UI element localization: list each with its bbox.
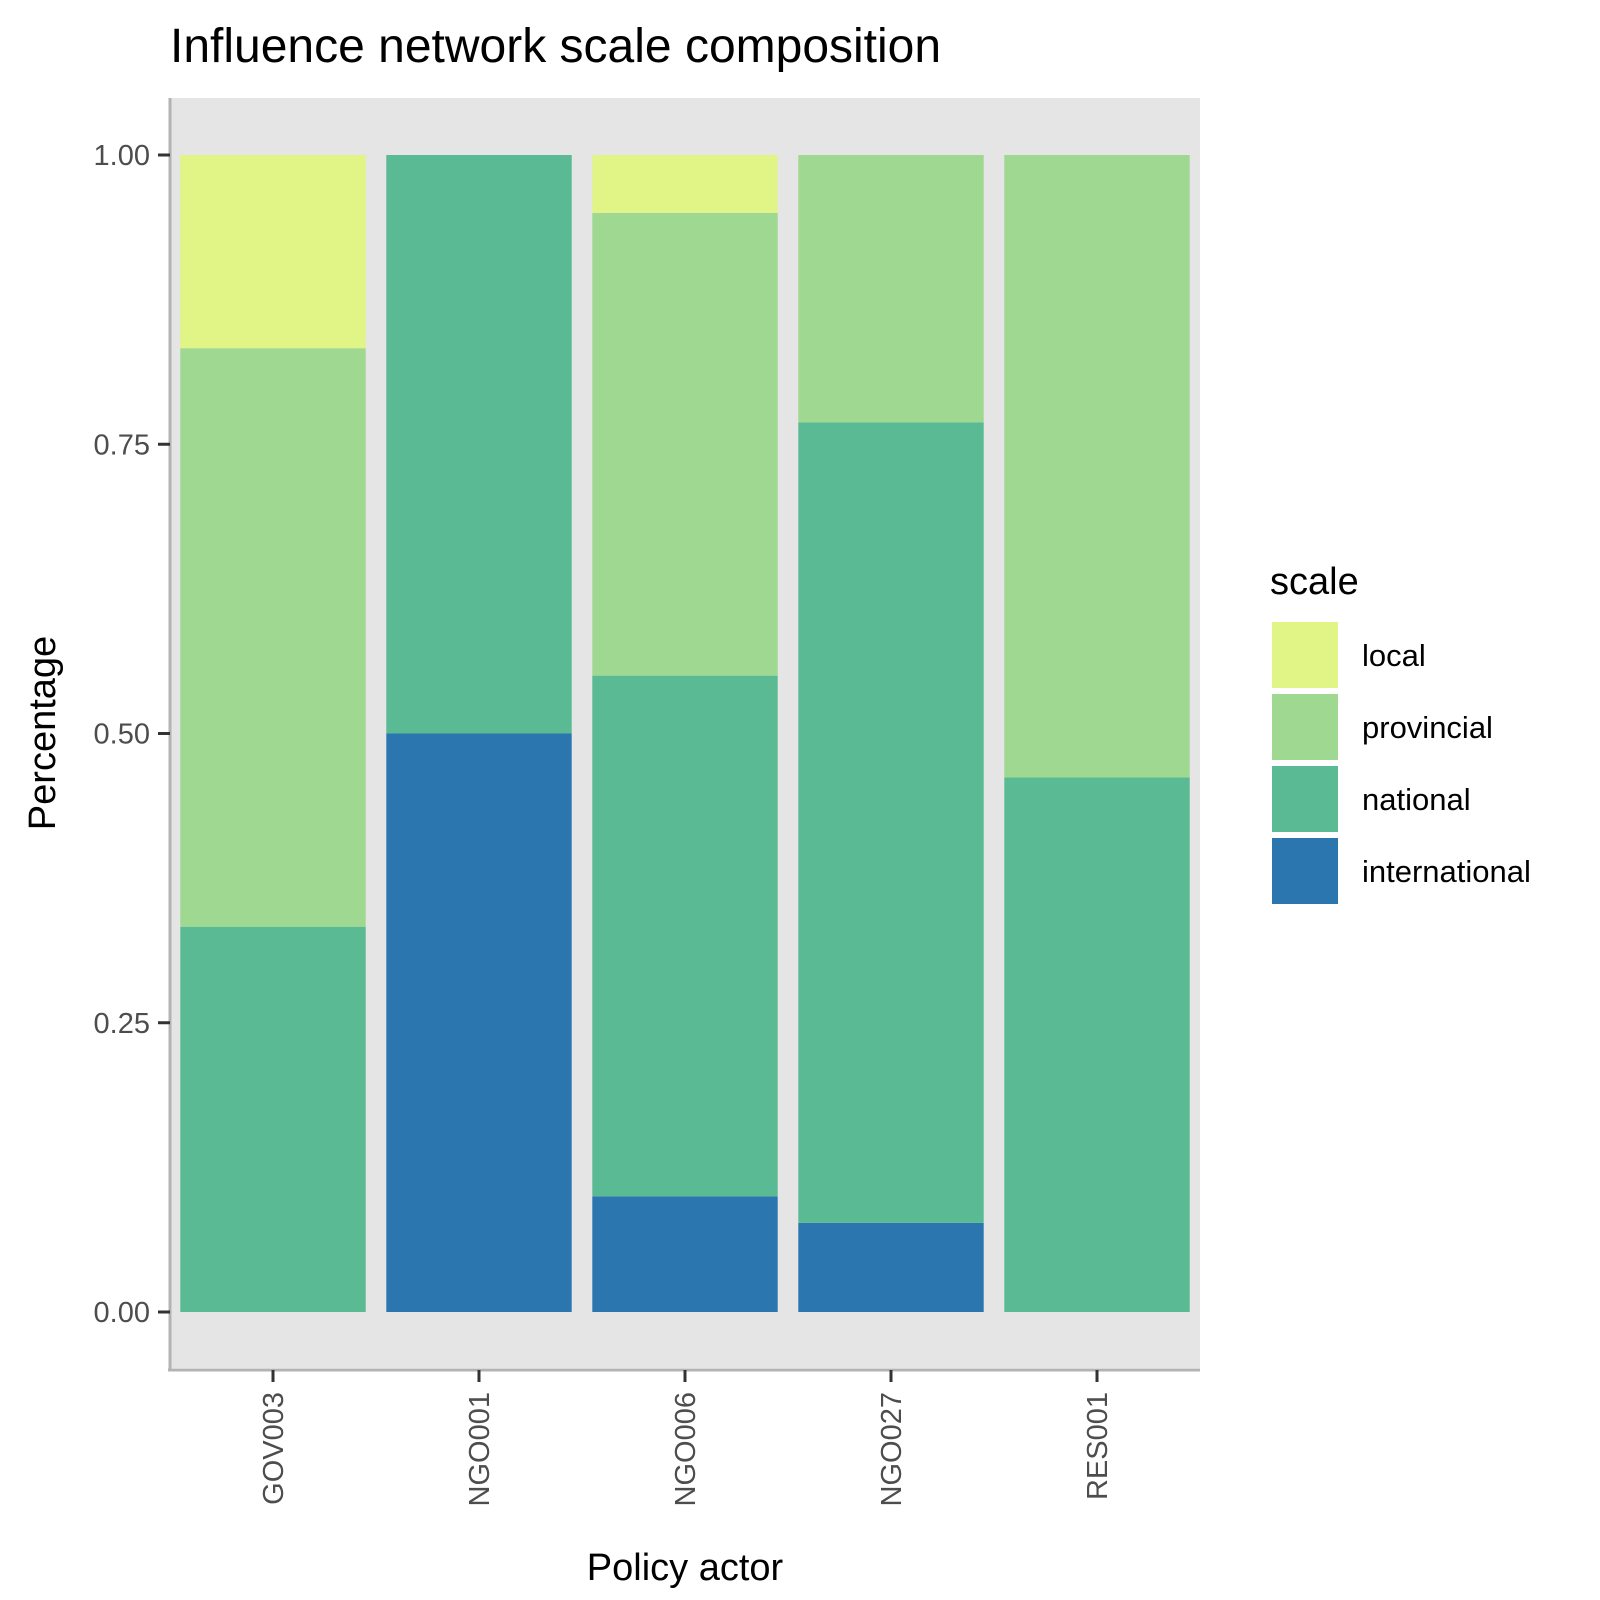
- bar-segment-ngo001-national: [386, 155, 572, 734]
- bar-segment-gov003-local: [180, 155, 366, 349]
- x-tick-label-gov003: GOV003: [258, 1392, 290, 1505]
- y-tick-label: 0.50: [94, 719, 150, 751]
- x-tick-label-ngo006: NGO006: [670, 1392, 702, 1506]
- bar-segment-res001-provincial: [1004, 155, 1190, 778]
- bar-segment-gov003-provincial: [180, 348, 366, 927]
- legend-label-international: international: [1362, 854, 1531, 889]
- chart-title: Influence network scale composition: [170, 20, 941, 73]
- bar-segment-ngo006-provincial: [592, 212, 778, 676]
- legend-label-provincial: provincial: [1362, 710, 1493, 745]
- bar-segment-ngo027-provincial: [798, 155, 984, 423]
- legend-swatch-provincial: [1272, 694, 1338, 760]
- legend: scale local provincial national internation…: [1270, 561, 1531, 906]
- bar-segment-ngo027-national: [798, 422, 984, 1223]
- legend-items: local provincial national international: [1270, 620, 1531, 906]
- bar-segment-ngo027-international: [798, 1222, 984, 1312]
- bar-segment-ngo006-local: [592, 155, 778, 213]
- legend-label-local: local: [1362, 638, 1426, 673]
- y-tick-label: 0.75: [94, 429, 150, 461]
- x-tick-label-ngo027: NGO027: [876, 1392, 908, 1506]
- legend-title: scale: [1270, 561, 1359, 603]
- legend-swatch-international: [1272, 838, 1338, 904]
- y-tick-label: 0.25: [94, 1008, 150, 1040]
- x-tick-label-ngo001: NGO001: [464, 1392, 496, 1506]
- x-axis-title: Policy actor: [587, 1547, 784, 1589]
- y-tick-label: 0.00: [94, 1297, 150, 1329]
- bar-segment-ngo006-national: [592, 675, 778, 1197]
- x-tick-label-res001: RES001: [1082, 1392, 1114, 1500]
- legend-swatch-local: [1272, 622, 1338, 688]
- y-axis-ticks: 0.00 0.25 0.50 0.75 1.00: [94, 140, 170, 1329]
- bar-segment-res001-national: [1004, 777, 1190, 1312]
- legend-label-national: national: [1362, 782, 1471, 817]
- x-axis-ticks: GOV003 NGO001 NGO006 NGO027 RES001: [258, 1370, 1114, 1506]
- legend-swatch-national: [1272, 766, 1338, 832]
- bar-segment-ngo001-international: [386, 733, 572, 1312]
- y-tick-label: 1.00: [94, 140, 150, 172]
- bars-group: [180, 155, 1190, 1312]
- bar-segment-gov003-national: [180, 926, 366, 1312]
- y-axis-title: Percentage: [22, 636, 64, 830]
- bar-segment-ngo006-international: [592, 1196, 778, 1312]
